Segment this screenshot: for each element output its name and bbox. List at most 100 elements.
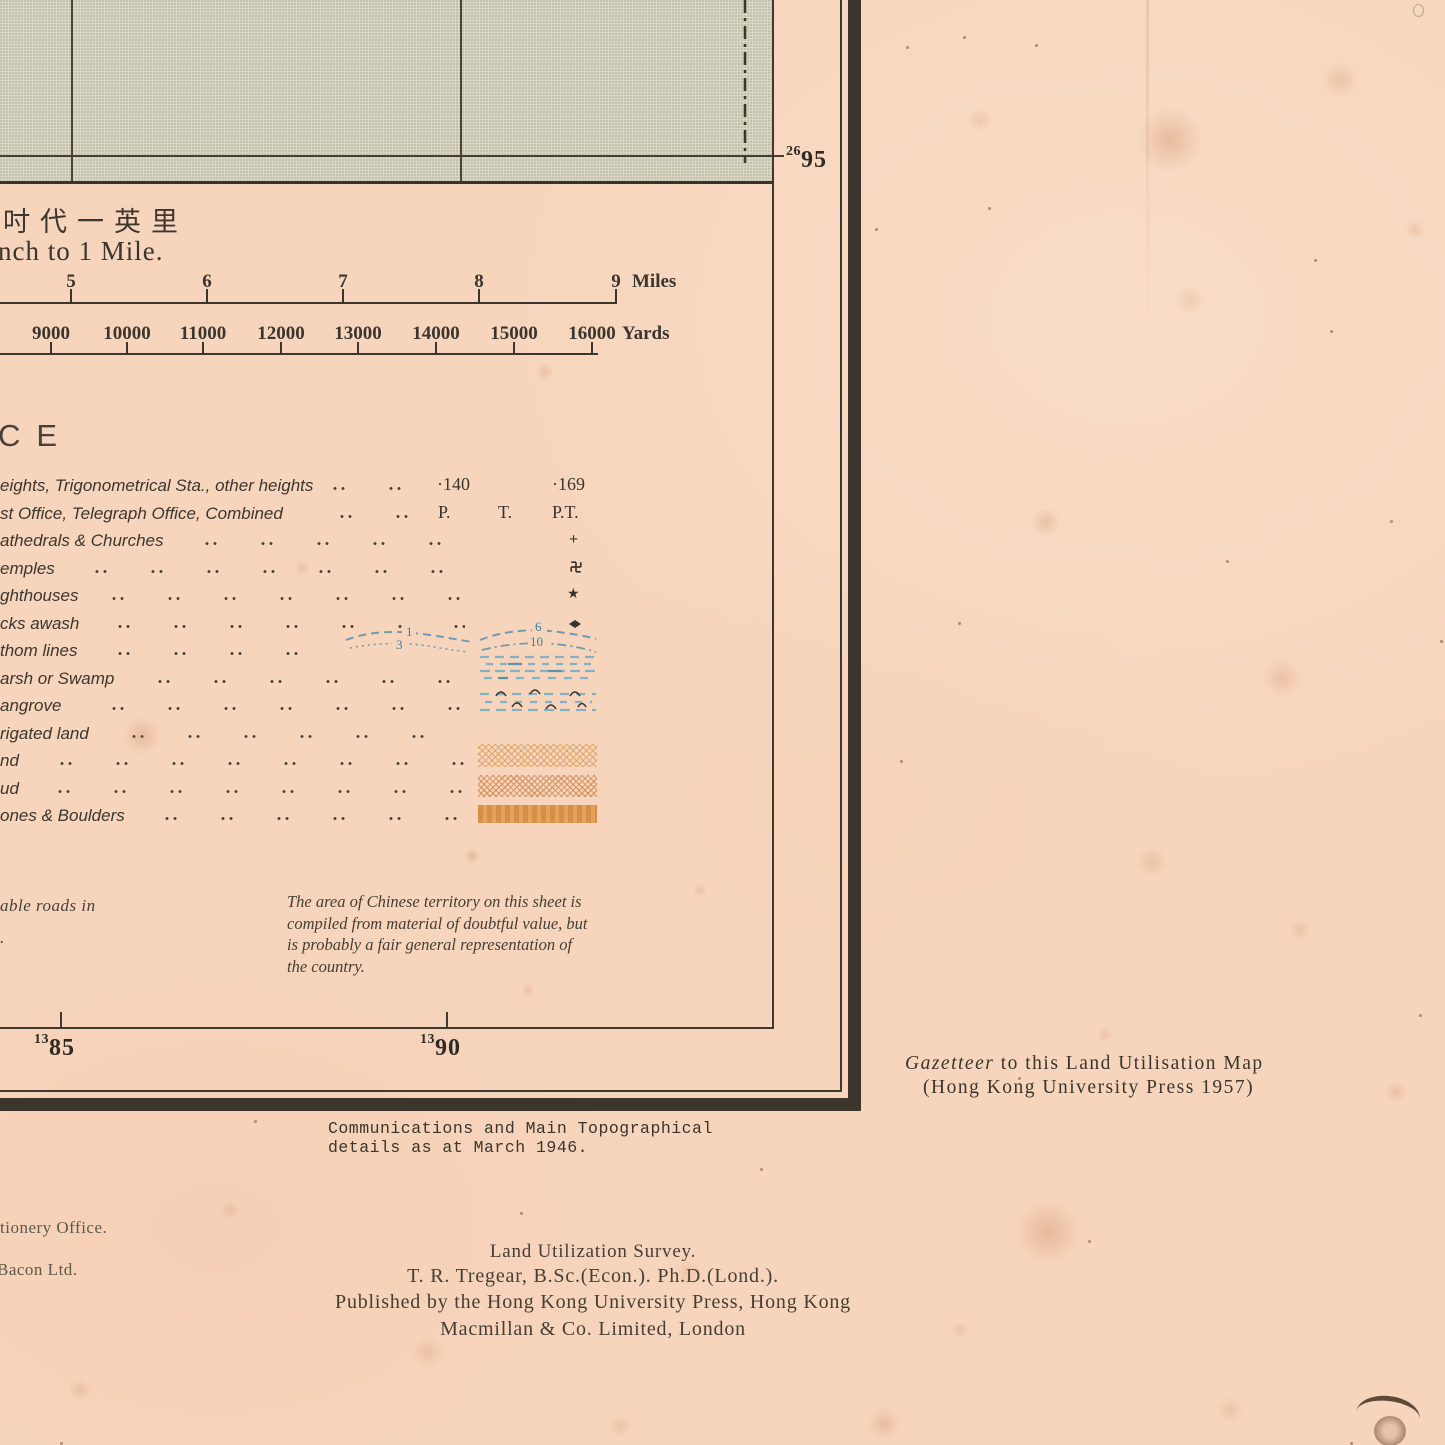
paper-speck: [906, 46, 909, 49]
marsh-icon: [480, 655, 596, 680]
paper-speck: [988, 207, 991, 210]
yards-label-12000: 12000: [257, 323, 305, 344]
miles-label-8: 8: [474, 271, 484, 292]
miles-unit-label: Miles: [632, 271, 677, 292]
leader-dots: [118, 651, 336, 656]
yards-scale-bar: [0, 353, 598, 356]
gazetteer-rest: to this Land Utilisation Map: [994, 1053, 1264, 1074]
paper-speck: [1330, 330, 1333, 333]
yards-tick: [357, 342, 359, 353]
yards-tick: [280, 342, 282, 353]
miles-tick-9: [615, 289, 617, 303]
svg-text:1: 1: [406, 624, 413, 639]
paper-stain: [608, 1414, 632, 1438]
yards-label-10000: 10000: [103, 323, 151, 344]
publication-line-1: Land Utilization Survey.: [489, 1241, 697, 1262]
grid-label-2695: 26 95: [786, 144, 827, 174]
paper-stain: [1384, 1080, 1408, 1104]
yards-tick: [591, 342, 593, 353]
miles-label-9: 9: [611, 271, 621, 292]
paper-stain: [1216, 1396, 1244, 1424]
map-grid-line-vertical: [460, 0, 462, 184]
miles-tick-8: [478, 289, 480, 303]
map-grid-line-vertical: [71, 0, 73, 184]
publication-block: Land Utilization Survey. T. R. Tregear, …: [310, 1241, 876, 1341]
chinese-territory-note: The area of Chinese territory on this sh…: [287, 891, 672, 977]
legend-value-P: P.: [438, 502, 451, 522]
leader-dots: [158, 679, 465, 684]
legend-value-140: ·140: [437, 474, 470, 494]
leader-dots: [165, 816, 465, 821]
grid-label-1390-sup: 13: [420, 1032, 435, 1047]
leader-dots: [132, 734, 465, 739]
legend-label-rocks-awash: cks awash: [0, 614, 80, 633]
grid-label-2695-main: 95: [801, 147, 827, 173]
gazetteer-word: Gazetteer: [905, 1053, 995, 1074]
paper-crease: [1146, 0, 1149, 340]
outer-border-horizontal: [0, 1098, 861, 1111]
yards-unit-label: Yards: [622, 323, 670, 344]
church-cross-icon: +: [569, 531, 579, 548]
yards-label-11000: 11000: [179, 323, 227, 344]
legend-label-stones-boulders: ones & Boulders: [0, 806, 125, 825]
temple-icon: [570, 561, 582, 573]
paper-speck: [958, 622, 961, 625]
paper-stain: [1322, 62, 1358, 98]
paper-speck: [760, 1168, 763, 1171]
paper-speck: [875, 228, 878, 231]
mud-swatch: [478, 775, 597, 797]
paper-stain: [1288, 918, 1312, 942]
leader-dots: [118, 624, 465, 629]
publication-line-2: T. R. Tregear, B.Sc.(Econ.). Ph.D.(Lond.…: [407, 1265, 779, 1287]
paper-speck: [1440, 640, 1443, 643]
paper-stain: [692, 882, 708, 898]
legend-label-temples: emples: [0, 559, 55, 578]
yards-label-9000: 9000: [32, 323, 70, 344]
paper-stain: [1136, 846, 1168, 878]
miles-label-6: 6: [202, 271, 212, 292]
leader-dots: [60, 761, 465, 766]
paper-speck: [1390, 520, 1393, 523]
communications-line-1: Communications and Main Topographical: [328, 1119, 713, 1138]
grid-label-1390-main: 90: [435, 1035, 461, 1061]
svg-text:6: 6: [535, 619, 542, 634]
note-line-3: is probably a fair general representatio…: [287, 935, 573, 954]
map-face-bottom-edge: [0, 181, 774, 184]
grid-label-2695-sup: 26: [786, 144, 801, 159]
svg-text:3: 3: [396, 637, 403, 652]
lighthouse-star-icon: ★: [567, 586, 580, 602]
yards-tick: [202, 342, 204, 353]
legend-label-lighthouses: ghthouses: [0, 586, 79, 605]
yards-tick: [435, 342, 437, 353]
grid-tick-1385: [60, 1012, 62, 1027]
yards-tick: [513, 342, 515, 353]
yards-label-13000: 13000: [334, 323, 382, 344]
paper-stain: [521, 983, 535, 997]
imprint-partial-stationery-office: tionery Office.: [0, 1218, 108, 1237]
leader-dots: [58, 789, 465, 794]
miles-label-5: 5: [66, 271, 76, 292]
leader-dots: [333, 486, 425, 491]
paper-stain: [68, 1378, 92, 1402]
leader-dots: [340, 514, 420, 519]
grid-label-1385-sup: 13: [34, 1032, 49, 1047]
note-line-2: compiled from material of doubtful value…: [287, 913, 588, 933]
legend-label-marsh: arsh or Swamp: [0, 669, 115, 688]
legend-value-T: T.: [498, 502, 513, 522]
legend-label-sand: nd: [0, 751, 19, 770]
communications-line-2: details as at March 1946.: [328, 1138, 589, 1157]
paper-speck: [1035, 44, 1038, 47]
miles-label-7: 7: [338, 271, 348, 292]
legend-value-PT: P.T.: [552, 502, 579, 522]
grid-label-1390: 13 90: [420, 1032, 461, 1062]
outer-border-vertical: [848, 0, 861, 1111]
legend-value-169: ·169: [552, 474, 585, 494]
note-line-1: The area of Chinese territory on this sh…: [287, 892, 582, 911]
leader-dots: [205, 541, 465, 546]
mangrove-icon: [480, 689, 596, 712]
publication-line-3: Published by the Hong Kong University Pr…: [335, 1291, 851, 1313]
map-grid-line-2695: [0, 155, 784, 157]
small-ring-mark: [1413, 4, 1424, 17]
sand-swatch: [478, 744, 597, 767]
yards-label-14000: 14000: [412, 323, 460, 344]
